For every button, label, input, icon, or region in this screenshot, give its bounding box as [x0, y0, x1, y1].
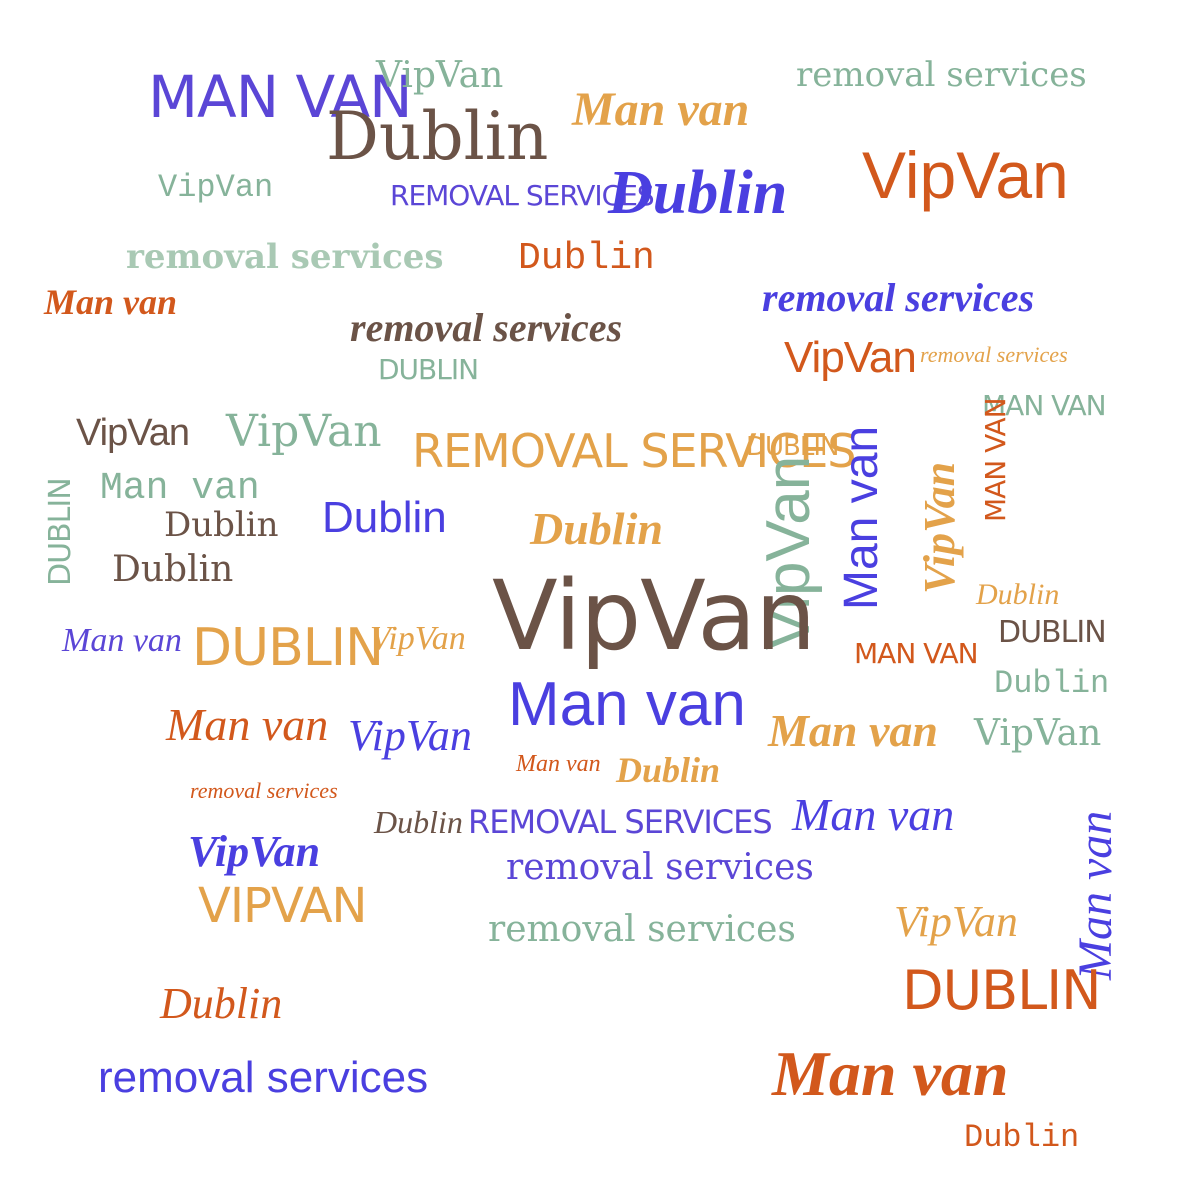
word-vipvan-vertical-2: VipVan [915, 461, 964, 594]
word-vipvan-8: VipVan [370, 620, 466, 657]
word-removal-6: removal services [920, 342, 1068, 367]
word-man-van-vertical-2: Man van [979, 398, 1012, 522]
word-removal-8: removal services [190, 778, 338, 803]
word-removal-9: REMOVAL SERVICES [468, 803, 773, 841]
word-removal-2: removal services [390, 179, 655, 212]
word-dublin-15: Dublin [616, 750, 721, 790]
word-dublin-10: Dublin [285, 546, 438, 593]
word-dublin-7: Dublin [322, 493, 447, 542]
word-man-van-vertical-4: Man van [80, 712, 152, 1001]
word-man-van-8: Man van [854, 637, 979, 670]
word-man-van-10: Man van [166, 699, 329, 750]
word-vipvan-14: VipVan [339, 869, 481, 911]
word-dublin-13: Dublin [998, 615, 1107, 650]
word-dublin-5: Dublin [746, 432, 839, 462]
word-vipvan-6: VipVan [76, 412, 190, 454]
word-removal-3: removal services [126, 237, 444, 277]
word-vipvan-12: VipVan [188, 827, 321, 876]
word-dublin-17: Dublin [374, 804, 463, 840]
word-dublin-18: Dublin [902, 959, 1102, 1022]
word-dublin-2: Dublin [608, 159, 788, 227]
word-removal-4: removal services [762, 275, 1035, 320]
word-man-van-5: Man van [982, 389, 1107, 422]
word-removal-13: removal services [98, 1053, 429, 1102]
word-dublin-14: Dublin [994, 665, 1110, 702]
word-removal-10: removal services [506, 847, 814, 888]
word-removal-14: removal services [413, 1124, 807, 1173]
word-man-van-13: Man van [792, 789, 955, 840]
word-dublin-4: Dublin [378, 353, 479, 386]
word-dublin-3: Dublin [518, 237, 655, 280]
word-man-van-3: Man van [44, 282, 178, 322]
word-vipvan-1: VipVan [376, 55, 504, 96]
word-man-van-vertical-3: Man van [1107, 343, 1182, 641]
word-vipvan-11: VipVan [974, 713, 1102, 754]
word-vipvan-13: VipVan [198, 878, 367, 934]
word-removal-12: removal services [295, 961, 820, 1027]
word-dublin-11: Dublin [192, 618, 384, 678]
word-man-van-9: Man van [508, 670, 746, 739]
word-man-van-2: Man van [572, 83, 750, 136]
word-vipvan-4: VipVan [149, 336, 314, 385]
word-vipvan-10: VipVan [348, 711, 472, 760]
word-dublin-20: Dublin [964, 1119, 1080, 1156]
word-vipvan-17: VipVan [205, 1120, 378, 1171]
word-vipvan-5: VipVan [784, 333, 917, 382]
word-vipvan-2: VipVan [862, 138, 1069, 212]
word-vipvan-7: VipVan [226, 406, 382, 457]
word-man-van-14: Man van [772, 1038, 1009, 1109]
word-dublin-9: Dublin [112, 549, 234, 590]
word-vipvan-15: VipVan [894, 897, 1018, 946]
word-man-van-1: MAN VAN [148, 63, 413, 131]
word-man-van-6: Man van [100, 467, 260, 510]
word-removal-5: removal services [350, 305, 623, 350]
word-removal-11: removal services [488, 909, 796, 950]
word-dublin-vertical-1: Dublin [43, 478, 78, 586]
word-removal-7: removal services [412, 424, 856, 478]
word-man-van-4: Man van [467, 355, 737, 421]
word-dublin-12: Dublin [976, 578, 1060, 611]
word-dublin-8: Dublin [530, 503, 663, 554]
word-man-van-12: Man van [516, 751, 601, 777]
word-dublin-6: Dublin [164, 505, 279, 545]
word-vipvan-9: VipVan [492, 560, 816, 672]
word-dublin-19: Dublin [160, 979, 283, 1028]
word-dublin-16: Dublin [993, 771, 1131, 813]
word-man-van-vertical-5: Man van [1069, 810, 1122, 980]
word-man-van-7: Man van [62, 622, 182, 659]
word-vipvan-3: VipVan [158, 169, 274, 206]
word-vipvan-16: VipVan [411, 1049, 631, 1115]
word-man-van-11: Man van [768, 705, 938, 756]
word-man-van-vertical-1: Man van [835, 425, 888, 610]
word-removal-1: removal services [796, 55, 1087, 95]
word-dublin-1: Dublin [326, 98, 549, 175]
